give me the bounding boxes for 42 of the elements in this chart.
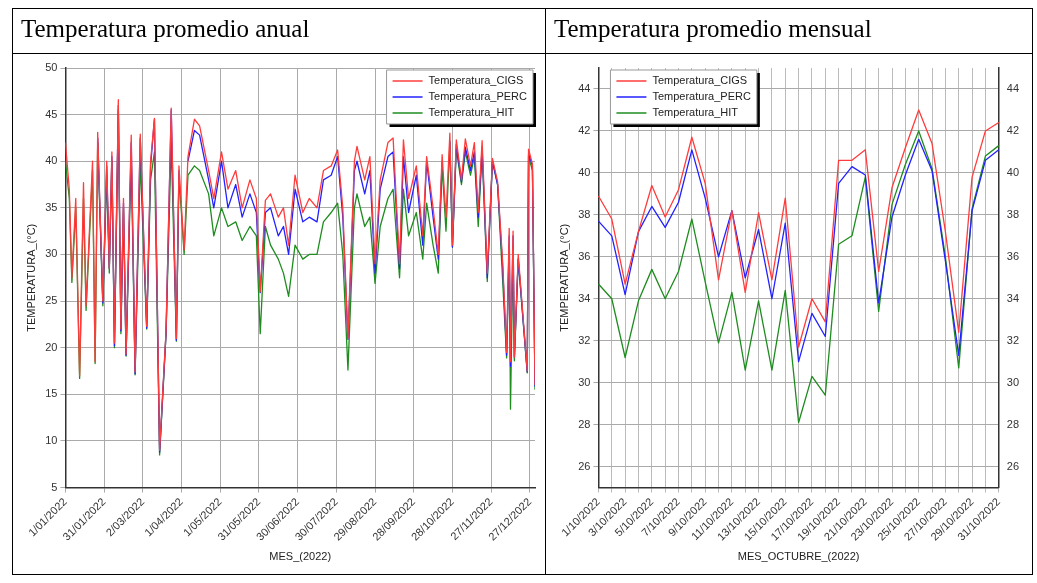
y-tick-label: 38 (578, 207, 591, 220)
y2-tick-label: 34 (1006, 291, 1020, 304)
y-tick-label: 30 (578, 375, 591, 388)
legend-label: Temperatura_HIT (428, 106, 515, 119)
y2-tick-label: 30 (1006, 375, 1020, 388)
y2-tick-label: 26 (1006, 459, 1020, 472)
y2-tick-label: 32 (1006, 333, 1020, 346)
y2-tick-label: 28 (1006, 417, 1020, 430)
y-tick-label: 20 (45, 340, 58, 353)
chart-title: Temperatura promedio mensual (545, 8, 1033, 54)
x-axis-title: MES_OCTUBRE_(2022) (737, 550, 860, 563)
y2-tick-label: 44 (1006, 82, 1020, 95)
chart-title: Temperatura promedio anual (12, 8, 546, 54)
y-tick-label: 32 (578, 333, 591, 346)
y-tick-label: 15 (45, 387, 58, 400)
y2-tick-label: 38 (1006, 207, 1020, 220)
y2-tick-label: 36 (1006, 249, 1020, 262)
y-tick-label: 34 (578, 291, 591, 304)
legend-label: Temperatura_CIGS (652, 74, 748, 87)
y-tick-label: 5 (51, 480, 58, 493)
y-tick-label: 40 (578, 165, 591, 178)
legend-label: Temperatura_HIT (652, 106, 739, 119)
y-tick-label: 10 (45, 433, 58, 446)
y-tick-label: 50 (45, 61, 58, 74)
y-tick-label: 36 (578, 249, 591, 262)
y-tick-label: 25 (45, 294, 58, 307)
legend-label: Temperatura_PERC (652, 90, 751, 103)
y-tick-label: 35 (45, 200, 58, 213)
legend-label: Temperatura_CIGS (428, 74, 524, 87)
y-tick-label: 30 (45, 247, 58, 260)
y-tick-label: 26 (578, 459, 591, 472)
y-tick-label: 42 (578, 123, 591, 136)
y2-tick-label: 42 (1006, 123, 1020, 136)
y-tick-label: 45 (45, 107, 58, 120)
y-tick-label: 40 (45, 154, 58, 167)
y-axis-title: TEMPERATURA_(°C) (557, 223, 570, 332)
y-axis-title: TEMPERATURA_(°C) (24, 223, 37, 332)
legend-label: Temperatura_PERC (428, 90, 528, 103)
y-tick-label: 28 (578, 417, 591, 430)
y2-tick-label: 40 (1006, 165, 1020, 178)
x-axis-title: MES_(2022) (269, 550, 332, 563)
y-tick-label: 44 (578, 82, 591, 95)
